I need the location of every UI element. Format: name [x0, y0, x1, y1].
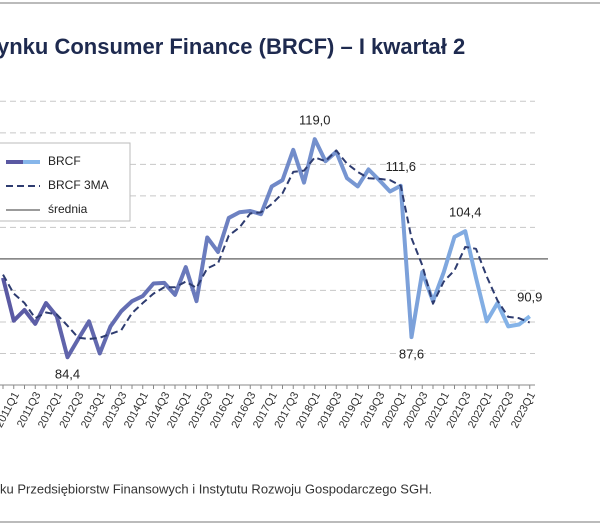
- data-label: 90,9: [517, 290, 542, 305]
- legend-label: średnia: [48, 202, 88, 216]
- legend-box: [0, 142, 131, 222]
- chart-title: ynku Consumer Finance (BRCF) – I kwartał…: [0, 34, 465, 59]
- legend-label: BRCF 3MA: [48, 178, 109, 192]
- series-line: [1, 137, 531, 360]
- data-label: 119,0: [299, 113, 331, 128]
- data-label: 84,4: [55, 367, 80, 382]
- data-label: 87,6: [399, 347, 424, 362]
- data-label: 111,6: [385, 159, 416, 174]
- data-label: 104,4: [449, 205, 482, 220]
- source-note: ku Przedsiębiorstw Finansowych i Instytu…: [0, 481, 432, 496]
- series-line: [2, 149, 531, 340]
- legend-label: BRCF: [48, 154, 81, 168]
